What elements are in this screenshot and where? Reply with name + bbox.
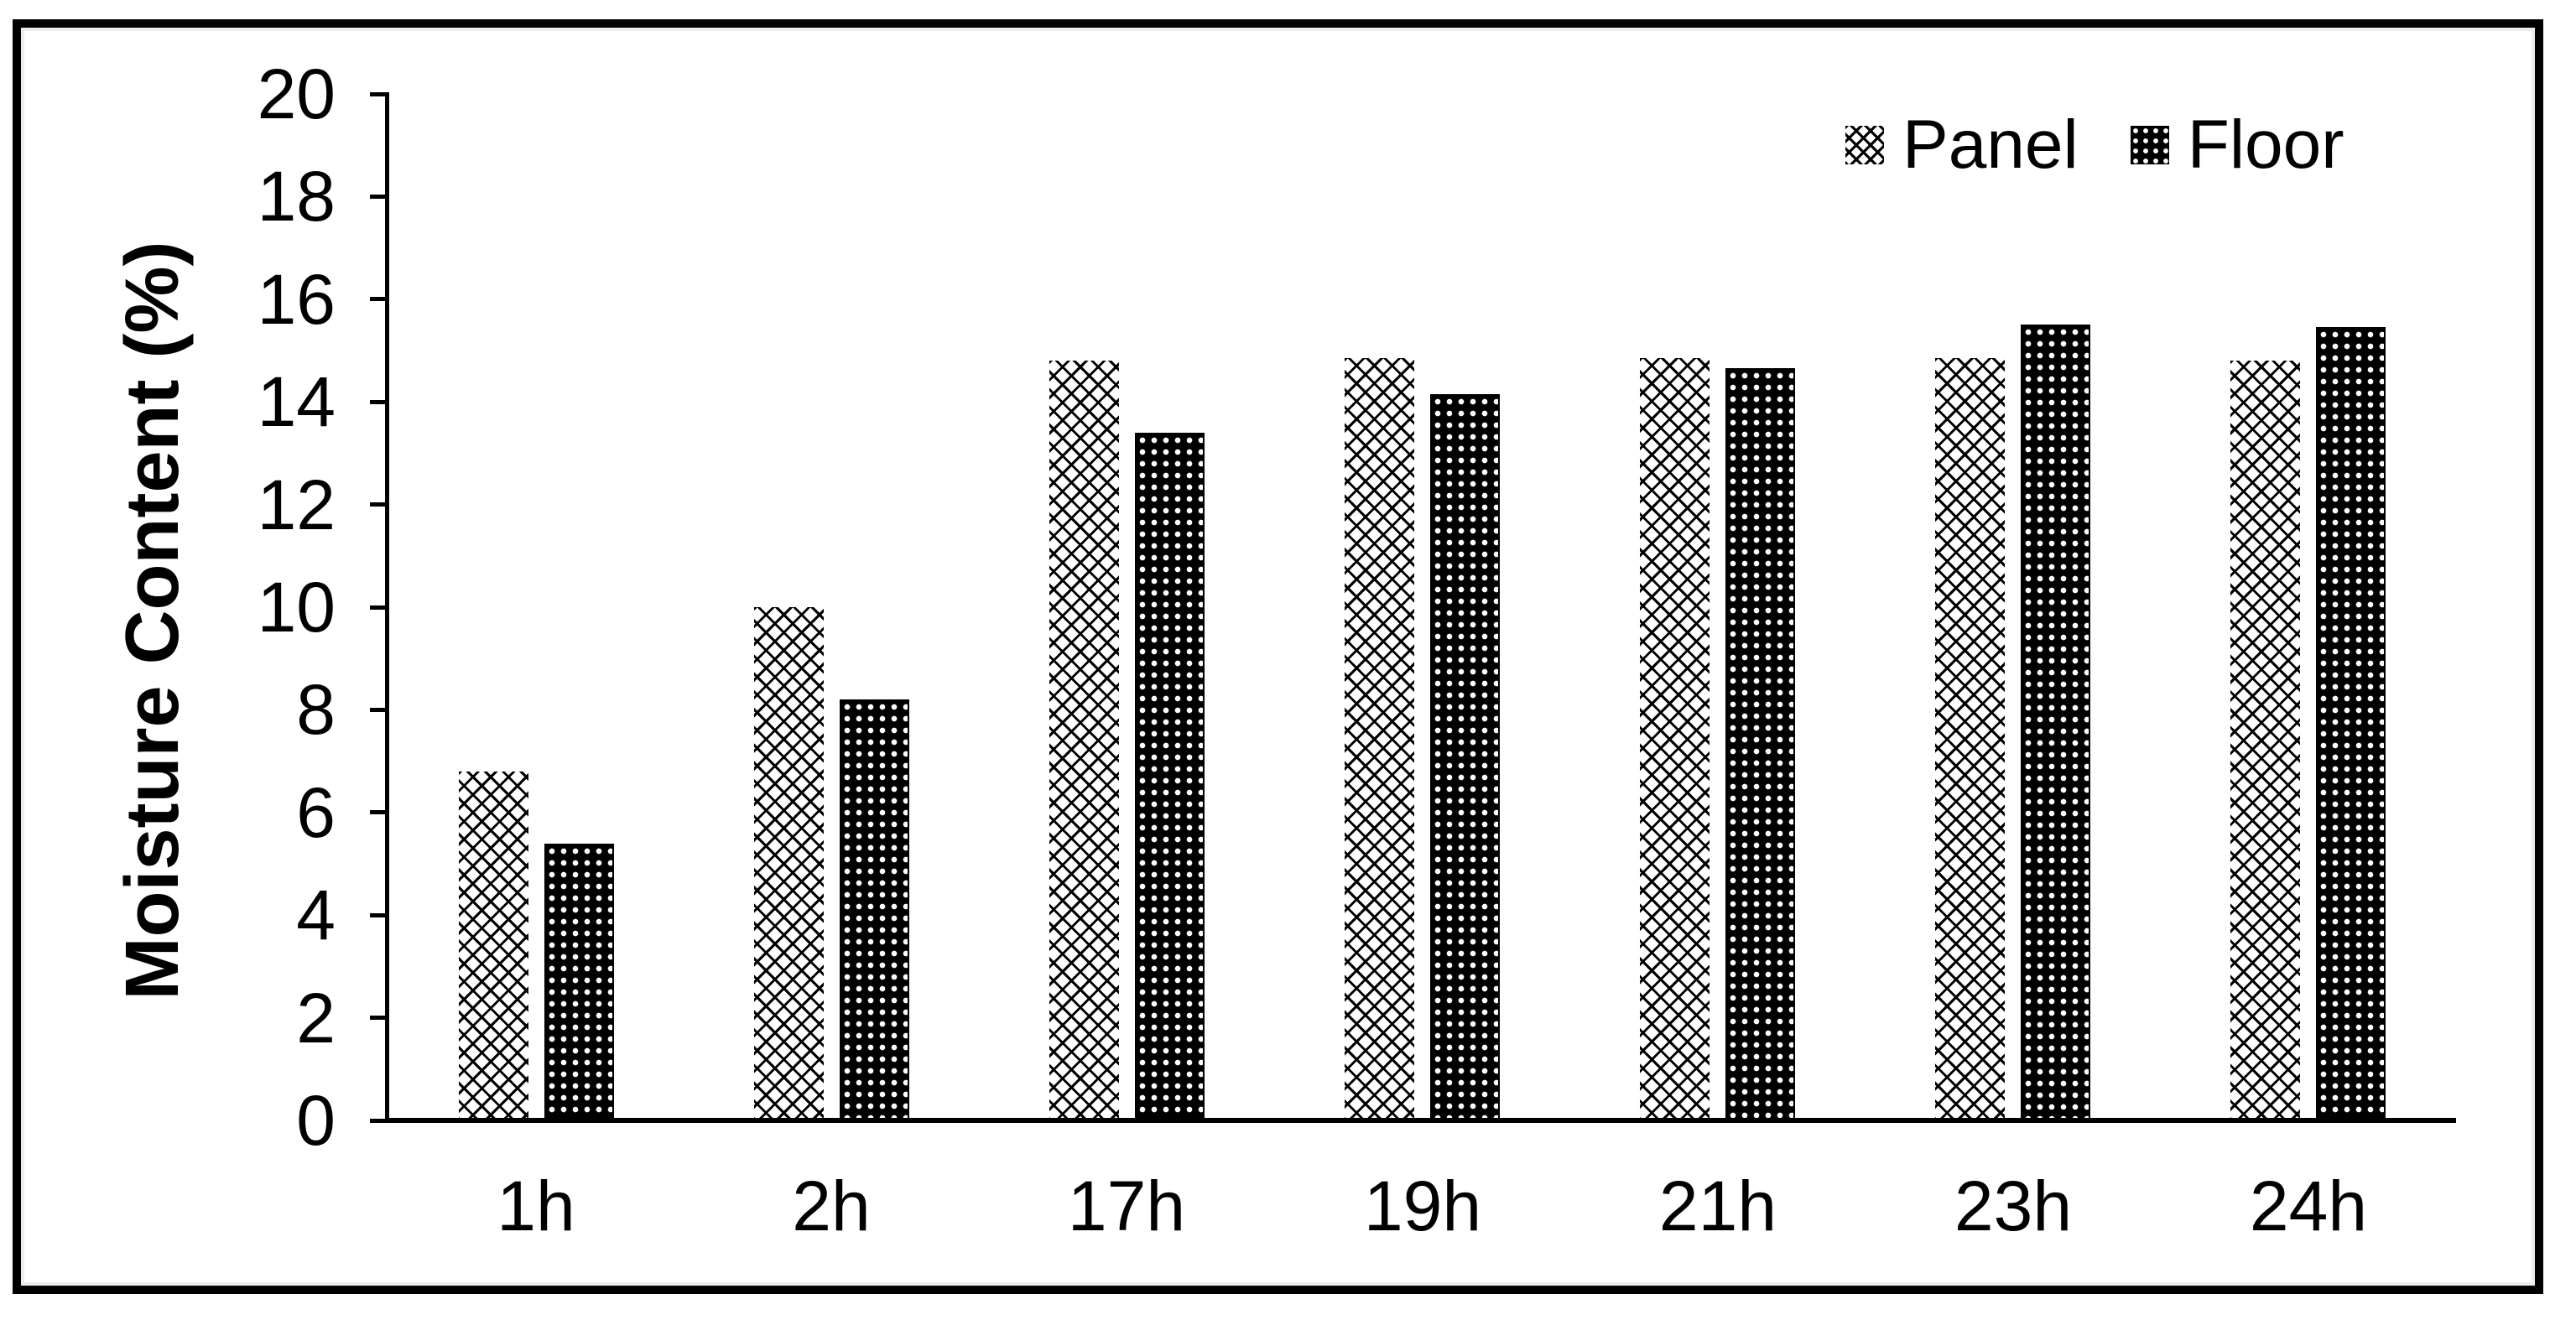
y-tick-label-16: 16 [257, 260, 336, 339]
y-tick-label-0: 0 [296, 1081, 336, 1160]
y-tick-16 [370, 297, 388, 301]
legend-label-panel: Panel [1902, 107, 2079, 183]
bar-floor-2h [840, 699, 909, 1120]
y-tick-label-20: 20 [257, 55, 336, 133]
legend-label-floor: Floor [2187, 107, 2344, 183]
y-tick-12 [370, 502, 388, 507]
x-label-23h: 23h [1954, 1167, 2073, 1245]
y-tick-2 [370, 1016, 388, 1020]
x-label-2h: 2h [792, 1167, 871, 1245]
x-label-19h: 19h [1363, 1167, 1482, 1245]
y-axis-line [385, 92, 389, 1123]
y-tick-4 [370, 913, 388, 917]
x-label-1h: 1h [497, 1167, 575, 1245]
bar-panel-23h [1935, 358, 2005, 1120]
bar-floor-23h [2021, 325, 2090, 1120]
bar-panel-1h [459, 772, 528, 1120]
y-tick-label-4: 4 [296, 876, 336, 954]
y-tick-label-18: 18 [257, 157, 336, 236]
y-tick-10 [370, 605, 388, 610]
x-label-17h: 17h [1067, 1167, 1186, 1245]
x-axis-line [385, 1118, 2456, 1123]
y-tick-label-14: 14 [257, 362, 336, 441]
bar-floor-19h [1430, 394, 1500, 1120]
y-tick-label-2: 2 [296, 979, 336, 1058]
bar-panel-2h [754, 607, 824, 1120]
bar-floor-17h [1135, 433, 1205, 1120]
y-tick-label-10: 10 [257, 568, 336, 647]
y-tick-label-8: 8 [296, 670, 336, 749]
legend-swatch-panel [1845, 126, 1884, 164]
bar-floor-21h [1725, 368, 1795, 1120]
y-tick-18 [370, 195, 388, 199]
y-tick-14 [370, 400, 388, 404]
y-tick-8 [370, 708, 388, 712]
bar-floor-1h [544, 844, 614, 1120]
y-tick-20 [370, 92, 388, 96]
bar-floor-24h [2316, 327, 2386, 1120]
x-label-21h: 21h [1658, 1167, 1777, 1245]
bar-panel-21h [1640, 358, 1710, 1120]
bar-panel-24h [2230, 361, 2300, 1120]
y-tick-label-6: 6 [296, 773, 336, 852]
bar-panel-17h [1049, 361, 1119, 1120]
y-tick-label-12: 12 [257, 465, 336, 544]
legend: Panel Floor [1845, 107, 2344, 183]
chart-frame [13, 19, 2543, 1294]
y-tick-0 [370, 1119, 388, 1123]
y-tick-6 [370, 810, 388, 814]
bar-panel-19h [1345, 358, 1414, 1120]
x-label-24h: 24h [2249, 1167, 2368, 1245]
legend-swatch-floor [2130, 126, 2169, 164]
